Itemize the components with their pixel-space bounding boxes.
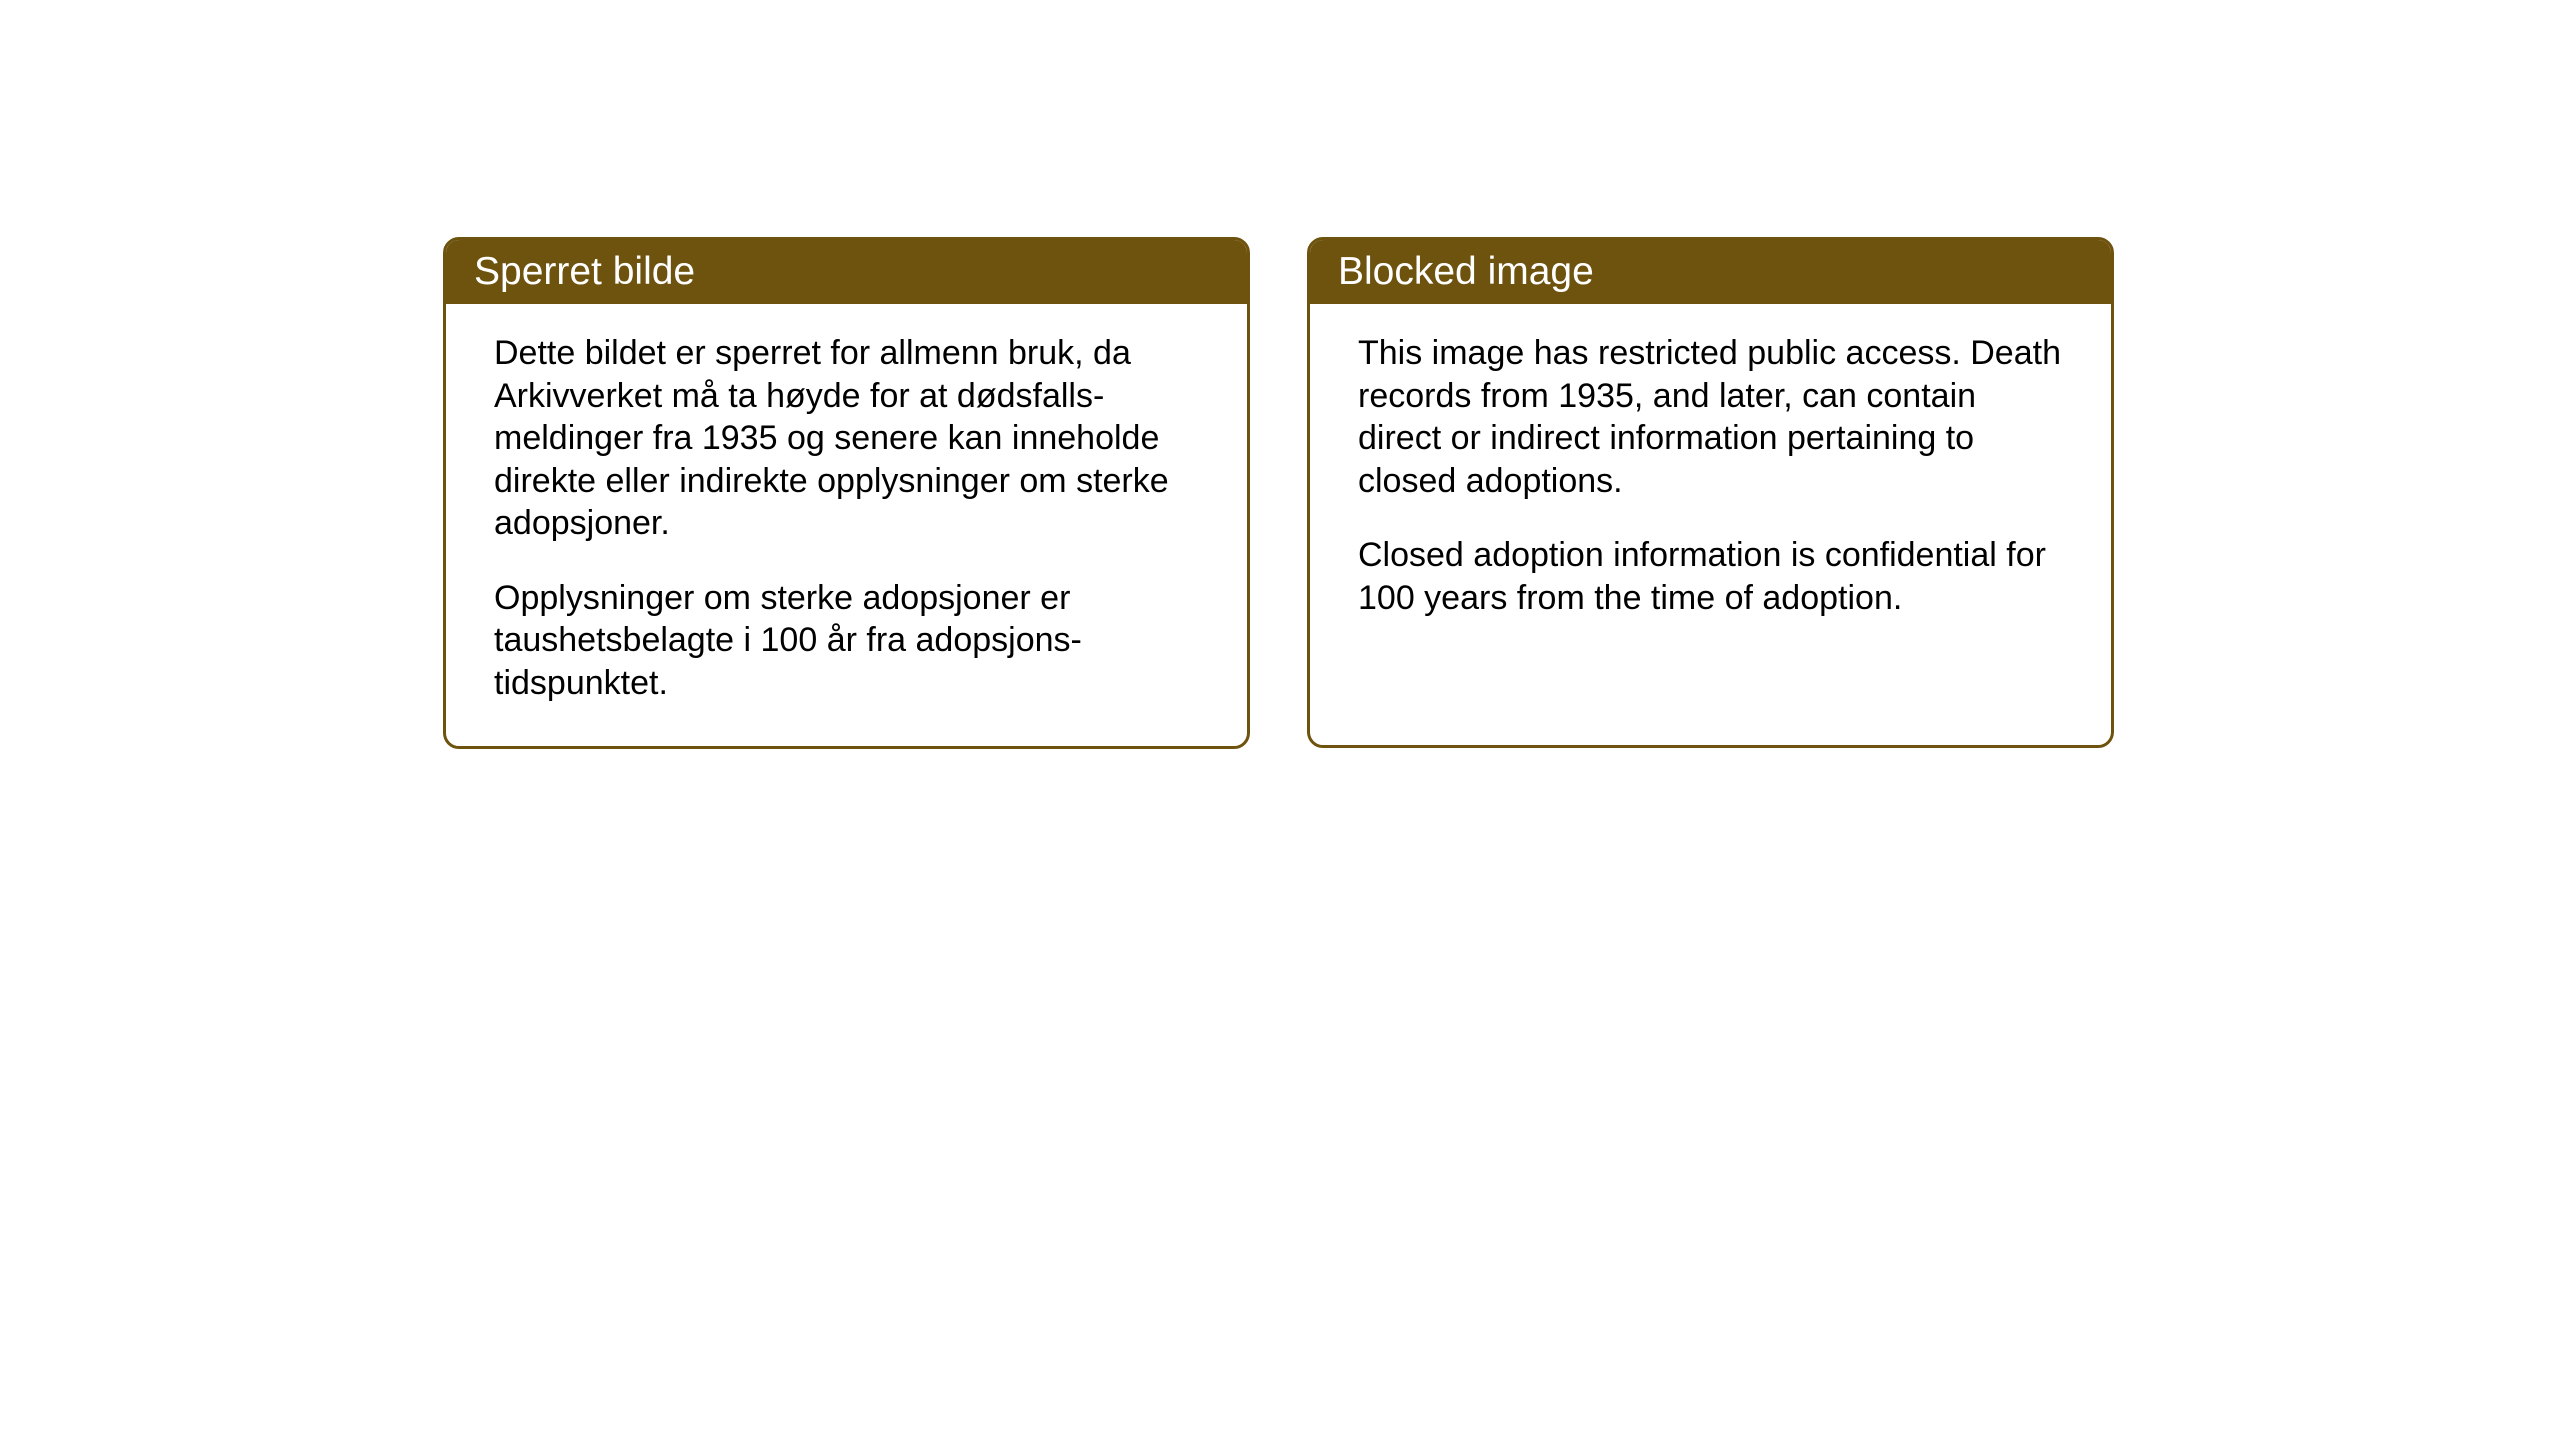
notice-paragraph-1-english: This image has restricted public access.… <box>1358 332 2063 502</box>
notice-paragraph-2-english: Closed adoption information is confident… <box>1358 534 2063 619</box>
notice-body-english: This image has restricted public access.… <box>1310 304 2111 661</box>
notice-card-english: Blocked image This image has restricted … <box>1307 237 2114 748</box>
notice-title-norwegian: Sperret bilde <box>474 250 695 293</box>
notice-header-norwegian: Sperret bilde <box>446 240 1247 304</box>
notice-paragraph-2-norwegian: Opplysninger om sterke adopsjoner er tau… <box>494 577 1199 705</box>
notice-container: Sperret bilde Dette bildet er sperret fo… <box>443 237 2114 749</box>
notice-card-norwegian: Sperret bilde Dette bildet er sperret fo… <box>443 237 1250 749</box>
notice-paragraph-1-norwegian: Dette bildet er sperret for allmenn bruk… <box>494 332 1199 545</box>
notice-title-english: Blocked image <box>1338 250 1594 293</box>
notice-header-english: Blocked image <box>1310 240 2111 304</box>
notice-body-norwegian: Dette bildet er sperret for allmenn bruk… <box>446 304 1247 746</box>
